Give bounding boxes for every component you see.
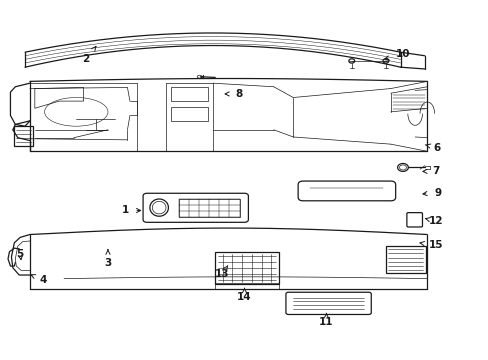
Text: 10: 10 xyxy=(384,49,410,60)
Text: 14: 14 xyxy=(237,288,251,302)
Bar xyxy=(215,252,278,284)
Text: 15: 15 xyxy=(419,240,443,250)
Bar xyxy=(171,107,207,121)
Text: 2: 2 xyxy=(82,46,96,64)
Bar xyxy=(215,283,278,289)
Text: 9: 9 xyxy=(422,188,440,198)
Text: 4: 4 xyxy=(31,275,47,285)
Bar xyxy=(14,126,33,146)
Text: 5: 5 xyxy=(17,248,24,260)
Bar xyxy=(385,246,425,273)
Bar xyxy=(171,87,207,101)
Text: 12: 12 xyxy=(425,216,443,226)
Text: 11: 11 xyxy=(319,314,333,327)
Text: 1: 1 xyxy=(121,206,141,216)
Bar xyxy=(178,199,239,217)
Text: 8: 8 xyxy=(224,89,242,99)
Text: 7: 7 xyxy=(422,166,439,176)
Text: 13: 13 xyxy=(214,266,228,279)
Text: 6: 6 xyxy=(425,143,440,153)
Text: 3: 3 xyxy=(104,250,111,268)
